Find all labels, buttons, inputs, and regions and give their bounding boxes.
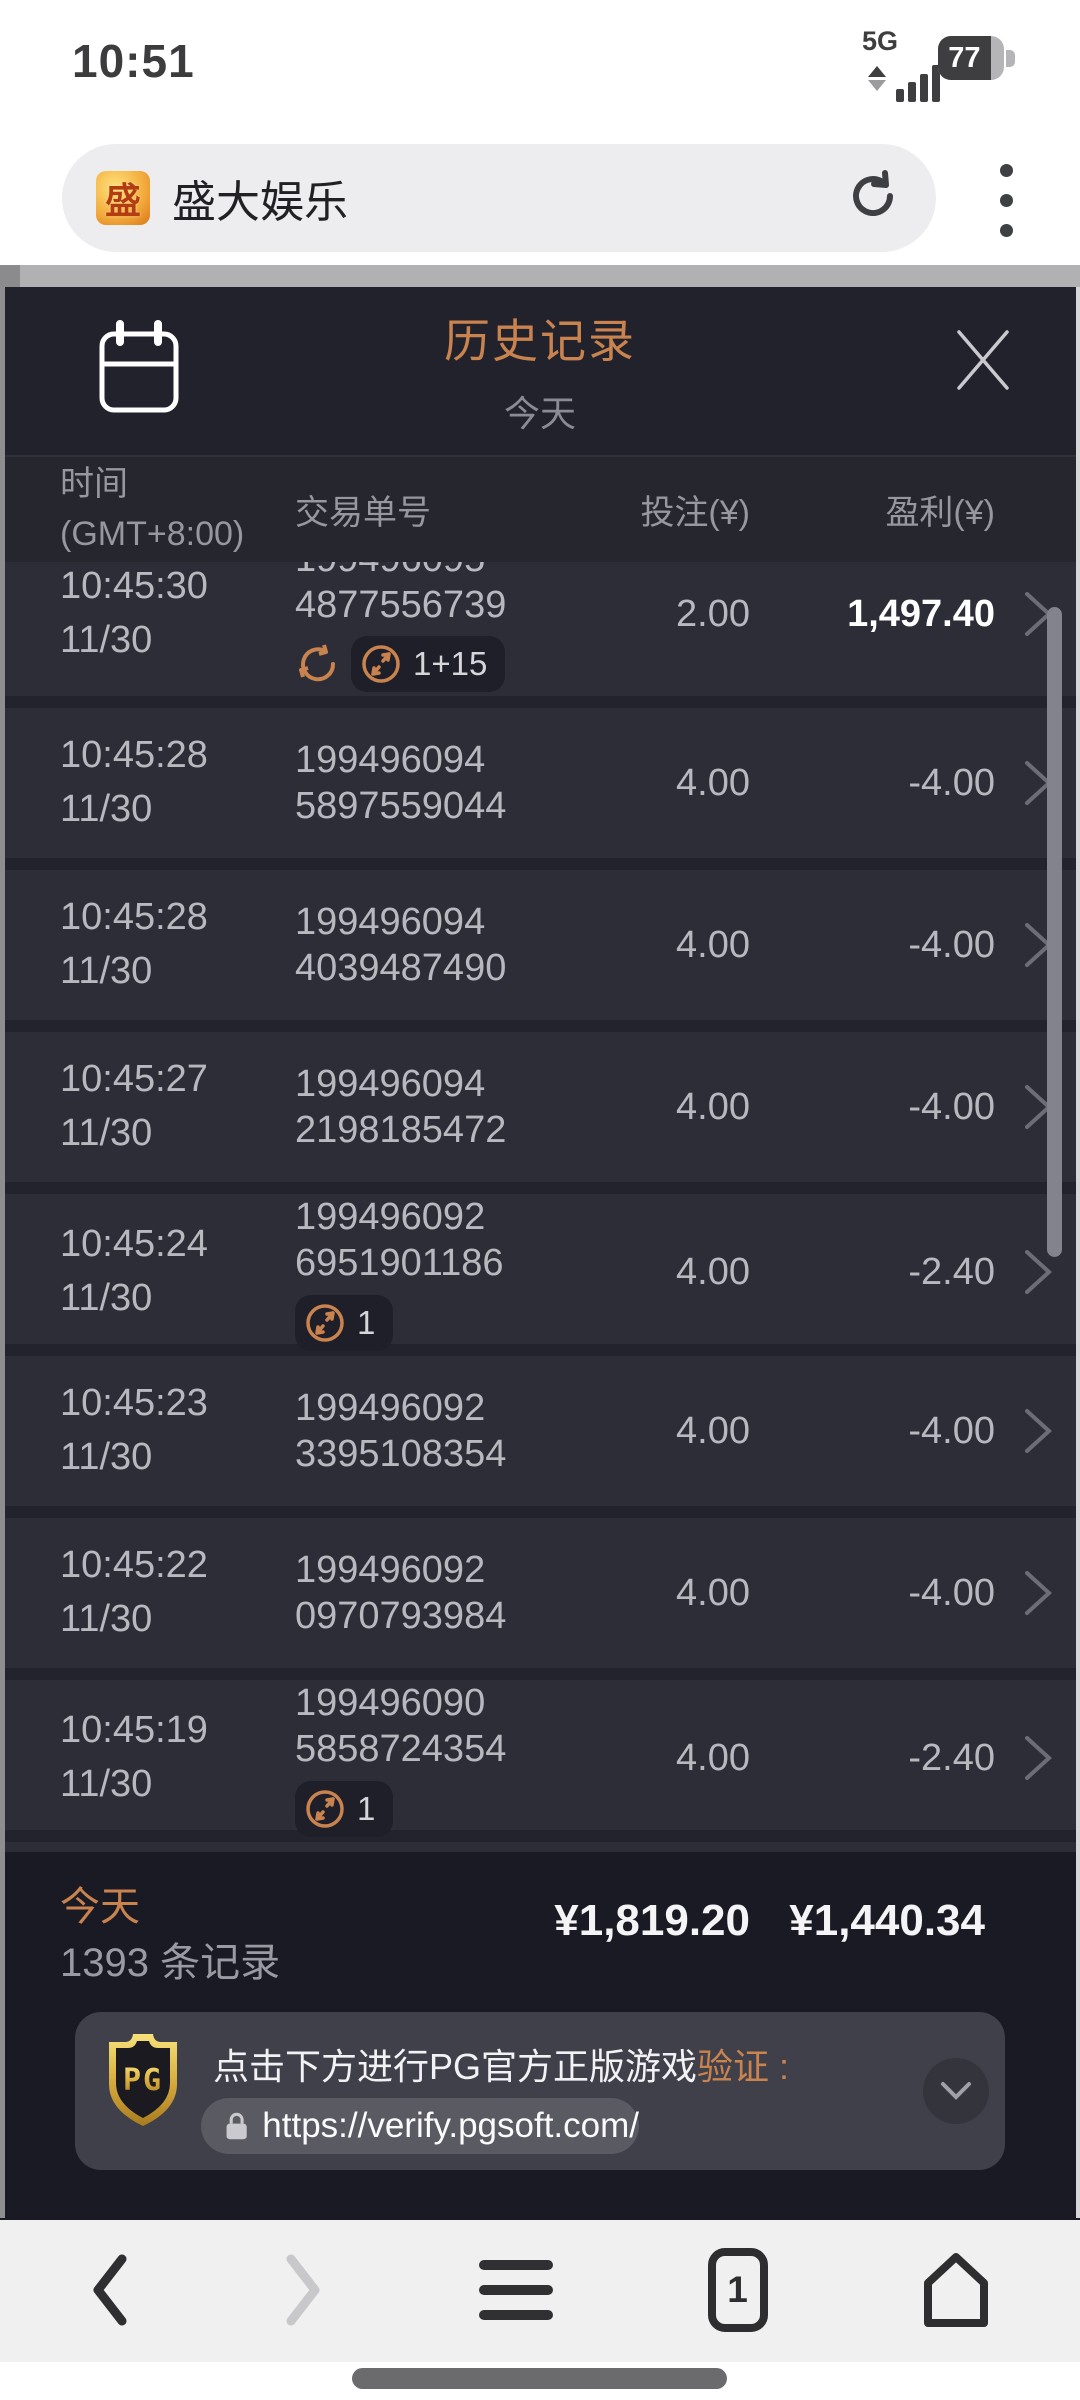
dimmed-page-edge <box>0 265 1080 287</box>
tabs-button[interactable]: 1 <box>707 2248 768 2332</box>
profit-value: -4.00 <box>908 761 995 804</box>
calendar-button[interactable] <box>96 313 182 423</box>
menu-icon <box>479 2260 553 2320</box>
signal-cluster: 5G <box>862 26 982 106</box>
address-bar[interactable]: 盛 盛大娱乐 <box>62 144 936 252</box>
close-icon <box>957 330 1009 390</box>
home-indicator[interactable] <box>352 2368 727 2389</box>
pg-verify-banner[interactable]: PG 点击下方进行PG官方正版游戏验证 : https://verify.pgs… <box>75 2012 1005 2170</box>
pg-verify-message: 点击下方进行PG官方正版游戏验证 : <box>213 2046 790 2087</box>
data-traffic-arrows-icon <box>868 66 886 91</box>
bonus-badge: 1 <box>295 1294 394 1351</box>
table-header: 时间 (GMT+8:00) 交易单号 投注(¥) 盈利(¥) <box>0 455 1080 562</box>
summary-record-count: 1393 条记录 <box>60 1941 281 1985</box>
status-bar: 10:51 5G 77 <box>0 0 1080 140</box>
summary-total-bet: ¥1,819.20 <box>554 1896 750 1945</box>
battery-percent: 77 <box>948 41 981 74</box>
col-transaction: 交易单号 <box>295 494 431 532</box>
profit-value: -2.40 <box>908 1736 995 1779</box>
home-button[interactable] <box>920 2251 992 2329</box>
home-icon <box>924 2253 988 2327</box>
chevron-right-icon <box>1024 1409 1052 1453</box>
table-row[interactable]: 10:45:23 11/30 199496092 3395108354 4.00 -… <box>0 1356 1080 1506</box>
back-button[interactable] <box>88 2251 130 2329</box>
chevron-down-icon <box>941 2082 971 2100</box>
table-row[interactable]: 10:45:28 11/30 199496094 4039487490 4.00 -… <box>0 870 1080 1020</box>
chevron-right-icon <box>1024 1736 1052 1781</box>
bonus-badge: 1+15 <box>351 636 506 693</box>
modal-title: 历史记录 <box>444 315 636 367</box>
reload-icon <box>853 169 893 216</box>
network-type-label: 5G <box>862 26 899 56</box>
lock-icon <box>226 2112 247 2140</box>
profit-value: 1,497.40 <box>847 592 995 635</box>
history-modal: 历史记录 今天 时间 (GMT+8:00) 交易单号 投注(¥) 盈利(¥) 1… <box>0 287 1080 2220</box>
close-button[interactable] <box>948 325 1018 395</box>
profit-value: -4.00 <box>908 1571 995 1614</box>
table-row[interactable]: 10:45:27 11/30 199496094 2198185472 4.00 -… <box>0 1032 1080 1182</box>
table-row[interactable]: 10:45:24 11/30 199496092 6951901186 1 4.0… <box>0 1194 1080 1351</box>
back-icon <box>93 2254 127 2326</box>
page-edge-right <box>1076 287 1080 2218</box>
col-time: 时间 (GMT+8:00) <box>60 465 245 553</box>
status-clock: 10:51 <box>72 35 195 87</box>
browser-nav-bar: 1 <box>0 2218 1080 2362</box>
tab-count: 1 <box>707 2248 768 2332</box>
menu-button[interactable] <box>477 2258 555 2322</box>
browser-menu-button[interactable] <box>1000 164 1013 237</box>
calendar-icon <box>99 320 179 413</box>
profit-value: -4.00 <box>908 1085 995 1128</box>
pg-shield-logo: PG <box>99 2028 187 2137</box>
list-scrollbar[interactable] <box>1047 607 1062 1257</box>
forward-button[interactable] <box>283 2251 325 2329</box>
bonus-spins-icon <box>306 1789 344 1828</box>
summary-period-label: 今天 <box>60 1885 140 1929</box>
browser-address-row: 盛 盛大娱乐 <box>0 140 1080 265</box>
profit-value: -4.00 <box>908 923 995 966</box>
col-profit: 盈利(¥) <box>885 494 995 532</box>
page-edge-left <box>0 287 5 2218</box>
col-bet: 投注(¥) <box>640 494 750 532</box>
reload-button[interactable] <box>844 167 902 230</box>
profit-value: -4.00 <box>908 1409 995 1452</box>
pg-verify-url[interactable]: https://verify.pgsoft.com/ <box>201 2098 639 2154</box>
pg-verify-link[interactable]: 验证 : <box>697 2046 790 2087</box>
signal-bars-icon <box>896 65 940 102</box>
respin-icon <box>299 644 336 682</box>
profit-value: -2.40 <box>908 1250 995 1293</box>
chevron-right-icon <box>1024 1250 1052 1295</box>
bonus-badge: 1 <box>295 1780 394 1837</box>
modal-header: 历史记录 今天 <box>0 287 1080 455</box>
bonus-spins-icon <box>362 645 400 684</box>
next-row-sliver <box>0 1842 1080 1852</box>
summary-section: 今天 1393 条记录 ¥1,819.20 ¥1,440.34 PG 点击下方进… <box>0 1852 1080 2220</box>
site-title: 盛大娱乐 <box>172 178 348 227</box>
forward-icon <box>286 2254 319 2326</box>
gesture-area <box>0 2362 1080 2400</box>
svg-text:PG: PG <box>123 2063 163 2098</box>
battery-cap <box>1006 50 1015 67</box>
banner-collapse-button[interactable] <box>923 2058 989 2124</box>
summary-total-profit: ¥1,440.34 <box>789 1896 985 1945</box>
bonus-spins-icon <box>306 1303 344 1342</box>
table-row[interactable]: 10:45:19 11/30 199496090 5858724354 1 4.0… <box>0 1680 1080 1837</box>
table-row[interactable]: 10:45:28 11/30 199496094 5897559044 4.00 -… <box>0 708 1080 858</box>
modal-date-filter: 今天 <box>503 393 576 434</box>
battery-icon: 77 <box>938 36 1004 80</box>
chevron-right-icon <box>1024 1571 1052 1615</box>
table-row[interactable]: 10:45:22 11/30 199496092 0970793984 4.00 -… <box>0 1518 1080 1668</box>
site-favicon: 盛 <box>96 171 150 225</box>
